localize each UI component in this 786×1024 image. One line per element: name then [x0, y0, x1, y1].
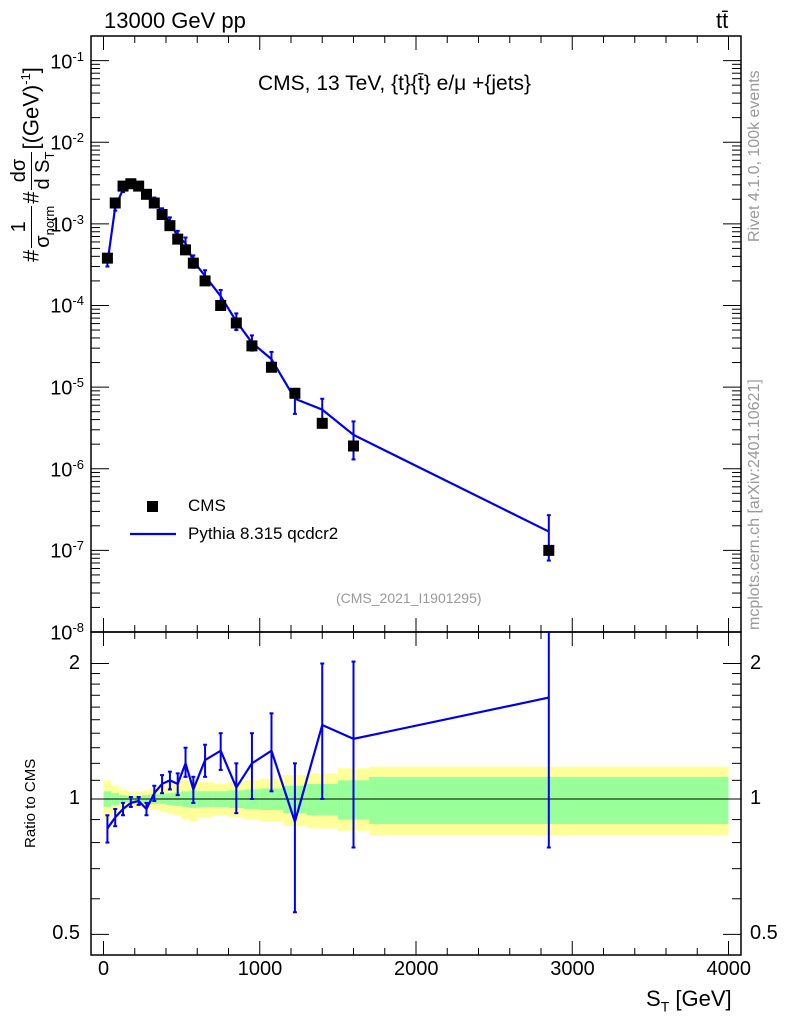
ratio-y-axis-label: Ratio to CMS [22, 758, 39, 848]
main-y-tick-label: 10-3 [50, 211, 84, 237]
x-axis-label: ST [GeV] [646, 986, 732, 1014]
ylabel-unit: [(GeV) [18, 84, 44, 150]
main-y-tick-label: 10-6 [50, 456, 84, 482]
main-y-tick-label: 10-7 [50, 538, 84, 564]
mcplots-label: mcplots.cern.ch [arXiv:2401.10621] [746, 379, 763, 630]
main-y-tick-exponent: -4 [72, 293, 84, 309]
ylabel-unit-close: ] [18, 67, 44, 74]
x-tick-label: 0 [98, 958, 110, 980]
ylabel-unit-exp: -1 [17, 73, 33, 85]
main-y-tick-exponent: -1 [72, 48, 84, 64]
data-point [187, 257, 199, 269]
main-y-tick-exponent: -7 [72, 538, 84, 554]
main-panel-frame [90, 35, 742, 955]
main-panel-marks [101, 178, 555, 562]
analysis-watermark: (CMS_2021_I1901295) [336, 590, 482, 606]
data-point [140, 188, 152, 200]
data-point [180, 244, 192, 256]
header-right-label: tt̄ [716, 8, 729, 33]
data-point [117, 180, 129, 192]
legend-marker-cms [147, 501, 158, 512]
x-tick-label: 4000 [706, 958, 752, 980]
data-point [156, 209, 168, 221]
main-y-tick-exponent: -5 [72, 375, 84, 391]
data-point [172, 233, 184, 245]
data-point [199, 275, 211, 287]
data-point [125, 178, 137, 190]
data-point [230, 317, 242, 329]
chart-title: CMS, 13 TeV, {t}{t̄} e/μ +{jets} [258, 72, 532, 95]
main-y-tick-label: 10-8 [50, 620, 84, 645]
main-y-tick-label: 10-1 [50, 48, 84, 74]
data-point [265, 361, 277, 373]
ratio-panel-marks [105, 631, 551, 914]
ylabel-numerator: dσ [8, 151, 32, 190]
ratio-panel-frame [90, 631, 742, 956]
data-point [215, 299, 227, 311]
data-point [543, 544, 555, 556]
data-point [148, 197, 160, 209]
x-axis-label-unit: [GeV] [675, 986, 732, 1011]
main-y-tick-label: 10-2 [50, 130, 84, 155]
legend-label-cms: CMS [188, 496, 226, 515]
ratio-y-tick-label-left: 0.5 [52, 922, 80, 945]
main-y-tick-exponent: -6 [72, 456, 84, 472]
header-left-label: 13000 GeV pp [104, 8, 246, 33]
x-tick-label: 3000 [550, 958, 595, 980]
ratio-y-tick-label-right: 2 [750, 651, 762, 674]
ylabel-prefactor-num: 1 [8, 205, 32, 248]
main-y-tick-exponent: -2 [72, 130, 84, 146]
main-y-tick-exponent: -8 [72, 620, 84, 635]
ratio-y-tick-label-left: 1 [68, 786, 80, 809]
ratio-series-line [106, 696, 550, 830]
x-axis-label-symbol: S [646, 986, 661, 1011]
ratio-y-tick-label-right: 0.5 [750, 922, 778, 945]
main-y-tick-label: 10-4 [50, 293, 84, 319]
ratio-frame-box [90, 631, 742, 956]
data-point [246, 340, 258, 352]
data-point [133, 180, 145, 192]
legend [130, 501, 176, 536]
x-axis-label-sub: T [660, 998, 670, 1015]
x-tick-label: 1000 [237, 958, 283, 980]
main-y-tick-label: 10-5 [50, 375, 84, 400]
legend-label-pythia: Pythia 8.315 qcdcr2 [188, 524, 339, 543]
data-point [316, 417, 328, 429]
data-point [348, 440, 359, 452]
ratio-y-tick-label-right: 1 [750, 786, 762, 809]
ratio-y-tick-label-left: 2 [68, 651, 80, 674]
data-point [101, 252, 113, 264]
rivet-version-label: Rivet 4.1.0, 100k events [746, 70, 763, 242]
data-point [289, 387, 301, 399]
x-tick-label: 2000 [394, 958, 439, 980]
data-point [164, 220, 176, 232]
main-y-tick-exponent: -3 [72, 211, 84, 227]
ylabel-denominator: d S [32, 159, 54, 190]
data-point [109, 197, 121, 209]
